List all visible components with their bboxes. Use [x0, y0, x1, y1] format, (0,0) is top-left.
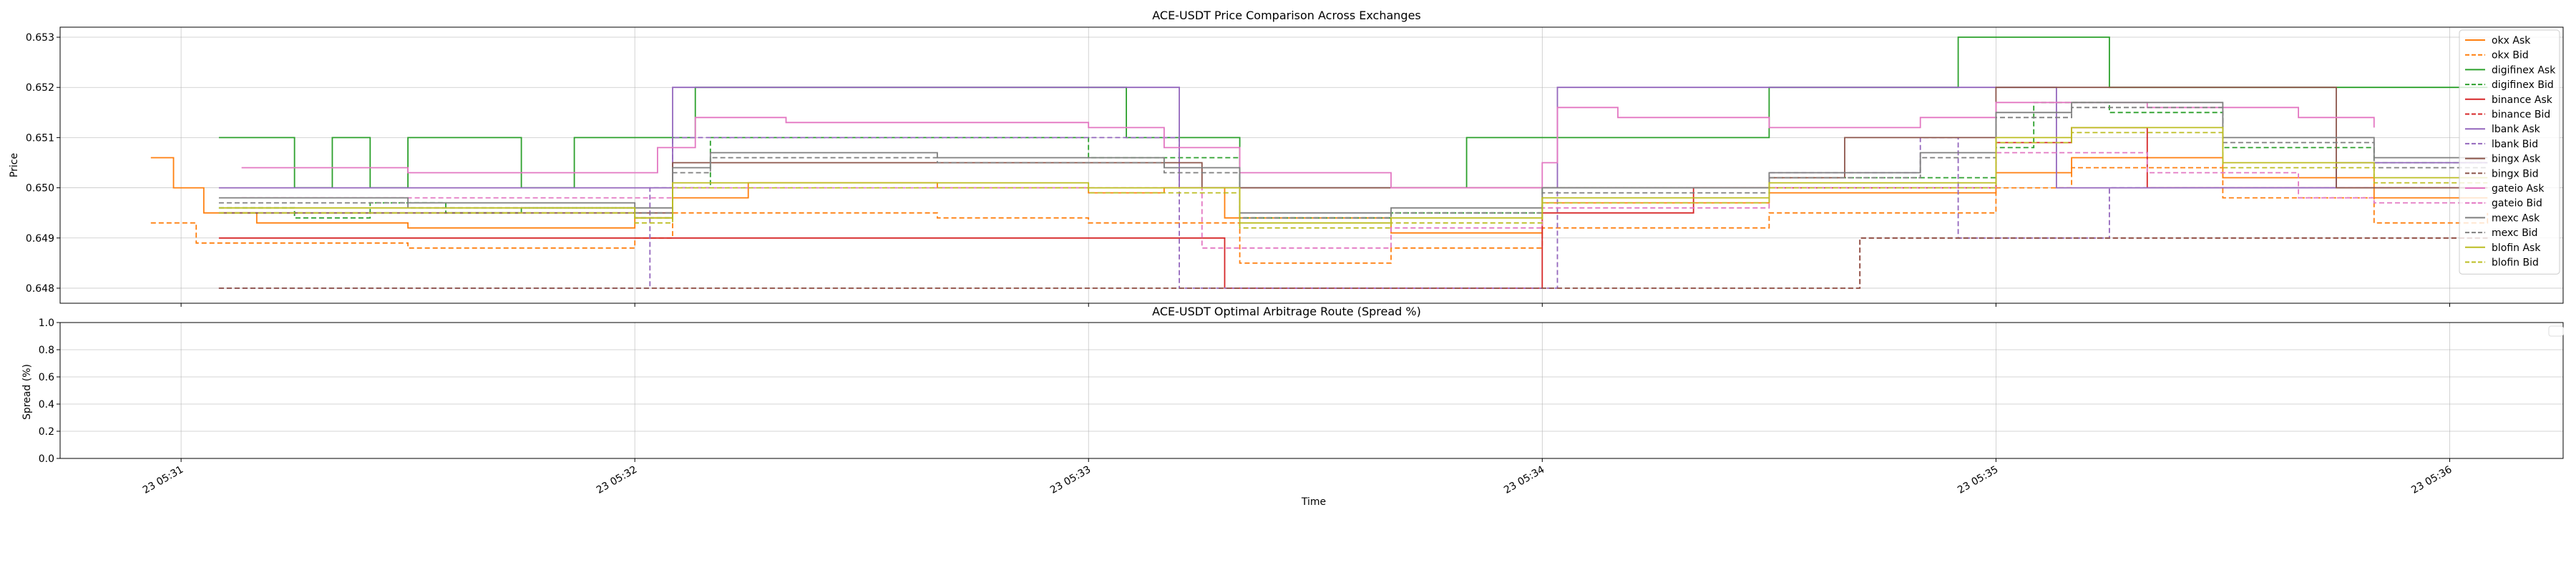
price-comparison-panel: ACE-USDT Price Comparison Across Exchang…: [9, 9, 2564, 307]
spread-y-ticks: 0.0 0.2 0.4 0.6 0.8 1.0: [39, 318, 60, 465]
legend-entry-label: bingx Bid: [2492, 168, 2539, 180]
legend-entry-label: digifinex Bid: [2492, 79, 2554, 91]
series-line-okx-bid: [150, 167, 2489, 264]
legend-entry-label: gateio Ask: [2492, 183, 2545, 195]
price-chart-title: ACE-USDT Price Comparison Across Exchang…: [1152, 9, 1421, 22]
legend-box: [2459, 29, 2560, 275]
time-x-axis-label: Time: [1301, 496, 1326, 508]
spread-y-tick-label: 0.8: [39, 345, 54, 356]
legend-entry-label: mexc Ask: [2492, 212, 2540, 224]
price-y-tick-label: 0.650: [26, 183, 54, 195]
legend: okx Ask okx Bid digifinex Ask digifinex Bid…: [2459, 29, 2560, 275]
series-line-okx-ask: [150, 157, 2488, 234]
spread-y-tick-label: 0.2: [39, 426, 54, 438]
price-x-ticks: [180, 303, 2450, 307]
price-series-lines: [150, 36, 2489, 289]
legend-entry-label: blofin Ask: [2492, 242, 2541, 254]
legend-entry-label: digifinex Ask: [2492, 64, 2556, 76]
price-y-tick-label: 0.648: [26, 283, 54, 295]
price-y-tick-label: 0.651: [26, 132, 54, 144]
price-plot-frame: [59, 26, 2564, 304]
legend-entry-label: lbank Ask: [2492, 124, 2541, 135]
legend-entry-label: binance Ask: [2492, 94, 2553, 106]
legend-entry-label: gateio Bid: [2492, 198, 2542, 210]
legend-entry-label: bingx Ask: [2492, 154, 2541, 165]
empty-legend-box: [2548, 325, 2564, 337]
spread-y-tick-label: 1.0: [39, 318, 54, 329]
legend-entry-label: blofin Bid: [2492, 257, 2539, 269]
legend-entry-label: lbank Bid: [2492, 139, 2538, 150]
series-line-blofin-bid: [218, 132, 2488, 229]
price-y-axis-label: Price: [9, 153, 20, 177]
legend-entry-label: mexc Bid: [2492, 227, 2538, 239]
spread-chart-title: ACE-USDT Optimal Arbitrage Route (Spread…: [1152, 305, 1421, 318]
spread-y-tick-label: 0.6: [39, 372, 54, 383]
spread-y-tick-label: 0.4: [39, 399, 54, 411]
price-y-ticks: 0.648 0.649 0.650 0.651 0.652 0.653: [26, 32, 60, 295]
series-line-gateio-ask: [241, 102, 2375, 189]
price-y-tick-label: 0.649: [26, 233, 54, 245]
spread-y-tick-label: 0.0: [39, 453, 54, 465]
legend-entry-label: okx Bid: [2492, 50, 2529, 62]
price-y-tick-label: 0.653: [26, 32, 54, 44]
price-y-tick-label: 0.652: [26, 82, 54, 94]
spread-plot-frame: [59, 322, 2564, 459]
spread-y-axis-label: Spread (%): [21, 364, 33, 420]
legend-entry-label: okx Ask: [2492, 35, 2531, 46]
series-line-bingx-bid: [218, 237, 2488, 289]
legend-entry-label: binance Bid: [2492, 109, 2550, 121]
